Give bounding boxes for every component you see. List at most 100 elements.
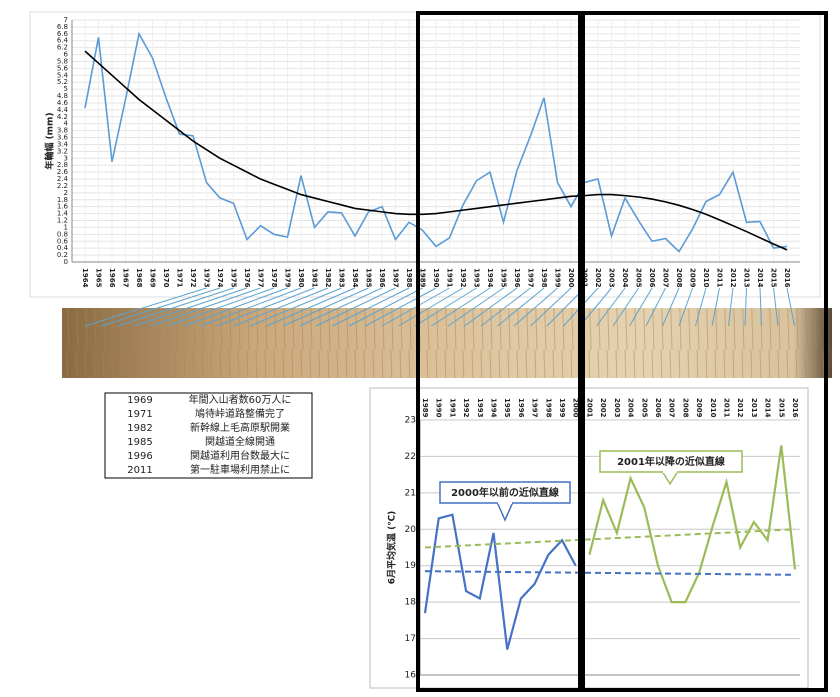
connector	[84, 287, 207, 327]
connector	[759, 287, 762, 327]
y-tick-label: 5.6	[57, 64, 69, 72]
x-tick-label: 1990	[432, 268, 440, 288]
x-tick-label: 1979	[284, 268, 292, 288]
y-tick-label: 7	[64, 16, 68, 24]
connector	[134, 287, 248, 327]
x-tick-label: 2014	[764, 398, 772, 418]
connector	[728, 287, 734, 327]
y-tick-label: 5.4	[57, 71, 69, 79]
connector	[167, 287, 275, 327]
table-event: 第一駐車場利用禁止に	[190, 463, 290, 476]
x-tick-label: 1991	[446, 268, 454, 288]
y-tick-label: 2	[64, 189, 68, 197]
x-tick-label: 1967	[122, 268, 130, 288]
y-tick-label: 6.6	[57, 30, 69, 38]
y-tick-label: 1	[64, 223, 68, 231]
y-tick-label: 4.8	[57, 92, 68, 100]
connector	[579, 287, 612, 327]
y-tick-label: 19	[405, 561, 417, 571]
connector	[200, 287, 302, 327]
x-tick-label: 2016	[783, 268, 791, 288]
x-tick-label: 2008	[681, 398, 689, 418]
y-tick-label: 1.4	[57, 210, 69, 218]
x-tick-label: 1964	[81, 268, 89, 288]
trend-line	[424, 570, 796, 576]
y-tick-label: 23	[405, 416, 416, 426]
callout-text: 2001年以降の近似直線	[617, 455, 725, 468]
x-tick-label: 1965	[95, 268, 103, 288]
y-tick-label: 0.4	[57, 244, 69, 252]
table-event: 新幹線上毛高原駅開業	[190, 421, 290, 434]
x-tick-label: 1993	[476, 398, 484, 418]
trend-line	[424, 528, 796, 549]
x-tick-label: 2009	[695, 398, 703, 418]
x-tick-label: 1969	[149, 268, 157, 288]
y-tick-label: 0	[64, 258, 68, 266]
connector	[299, 287, 383, 327]
x-tick-label: 2012	[729, 268, 737, 288]
x-tick-label: 2006	[654, 398, 662, 418]
y-tick-label: 18	[405, 598, 417, 608]
x-tick-label: 1983	[338, 268, 346, 288]
table-year: 1985	[127, 437, 152, 448]
connector	[678, 287, 693, 327]
table-year: 2011	[127, 465, 152, 476]
x-tick-label: 1977	[257, 268, 265, 288]
y-tick-label: 3	[64, 154, 68, 162]
table-year: 1996	[127, 451, 152, 462]
x-tick-label: 2010	[709, 398, 717, 418]
y-tick-label: 21	[405, 488, 416, 498]
y-tick-label: 6.4	[57, 37, 69, 45]
connector	[629, 287, 653, 327]
x-tick-label: 1994	[486, 268, 494, 288]
connector	[332, 287, 410, 327]
table-year: 1969	[127, 395, 152, 406]
x-tick-label: 1970	[162, 268, 170, 288]
x-tick-label: 2007	[668, 398, 676, 418]
connector	[348, 287, 423, 327]
connector	[695, 287, 707, 327]
x-tick-label: 2010	[702, 268, 710, 288]
event-table	[104, 392, 313, 479]
connector	[447, 287, 504, 327]
y-tick-label: 0.8	[57, 230, 68, 238]
y-tick-label: 0.6	[57, 237, 69, 245]
x-tick-label: 1995	[500, 268, 508, 288]
y-tick-label: 4.4	[57, 106, 69, 114]
connector	[282, 287, 369, 327]
x-tick-label: 1978	[270, 268, 278, 288]
x-tick-label: 2015	[770, 268, 778, 288]
table-year: 1982	[127, 423, 152, 434]
y-tick-label: 3.4	[57, 140, 69, 148]
x-tick-label: 1999	[554, 268, 562, 288]
y-tick-label: 17	[405, 634, 416, 644]
x-tick-label: 2000	[567, 268, 575, 288]
x-tick-label: 1973	[203, 268, 211, 288]
y-tick-label: 20	[405, 525, 417, 535]
x-tick-label: 1982	[324, 268, 332, 288]
ring-chart: 00.20.40.60.811.21.41.61.822.22.42.62.83…	[44, 16, 800, 327]
table-year: 1971	[127, 409, 152, 420]
connector	[711, 287, 720, 327]
connector	[117, 287, 234, 327]
x-tick-label: 1995	[503, 398, 511, 418]
x-tick-label: 1996	[513, 268, 521, 288]
temp-chart: 16 17 18 19 20 21 22 23 1989 1990 1991 1992 1993 1994…	[386, 398, 800, 681]
x-tick-label: 1989	[421, 398, 429, 418]
x-tick-label: 1981	[311, 268, 319, 288]
x-tick-label: 1998	[544, 398, 552, 418]
connector	[414, 287, 477, 327]
x-tick-label: 2006	[648, 268, 656, 288]
x-tick-label: 2004	[621, 268, 629, 288]
table-event: 鳩待峠道路整備完了	[195, 407, 285, 420]
x-tick-label: 2013	[743, 268, 751, 288]
series-line	[84, 31, 788, 253]
y-tick-label: 6	[64, 51, 69, 59]
connector	[612, 287, 639, 327]
x-tick-label: 1985	[365, 268, 373, 288]
x-tick-label: 1971	[176, 268, 184, 288]
x-tick-label: 1987	[392, 268, 400, 288]
x-tick-label: 1994	[490, 398, 498, 418]
x-tick-label: 2016	[791, 398, 799, 418]
